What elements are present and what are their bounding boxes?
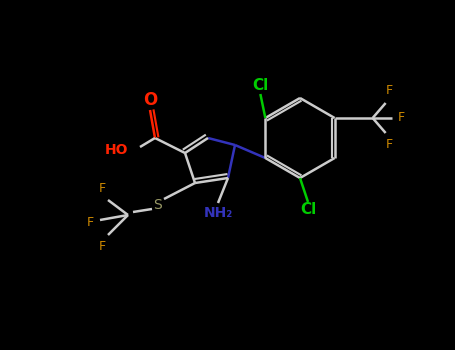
Text: F: F [98, 182, 106, 196]
Text: Cl: Cl [300, 203, 316, 217]
Text: F: F [386, 139, 393, 152]
Text: F: F [386, 84, 393, 98]
Text: O: O [143, 91, 157, 109]
Text: Cl: Cl [252, 78, 268, 93]
Text: F: F [398, 112, 405, 125]
Text: F: F [86, 216, 94, 229]
Text: NH₂: NH₂ [203, 206, 233, 220]
Text: F: F [98, 239, 106, 252]
Text: S: S [154, 198, 162, 212]
Text: HO: HO [105, 143, 128, 157]
